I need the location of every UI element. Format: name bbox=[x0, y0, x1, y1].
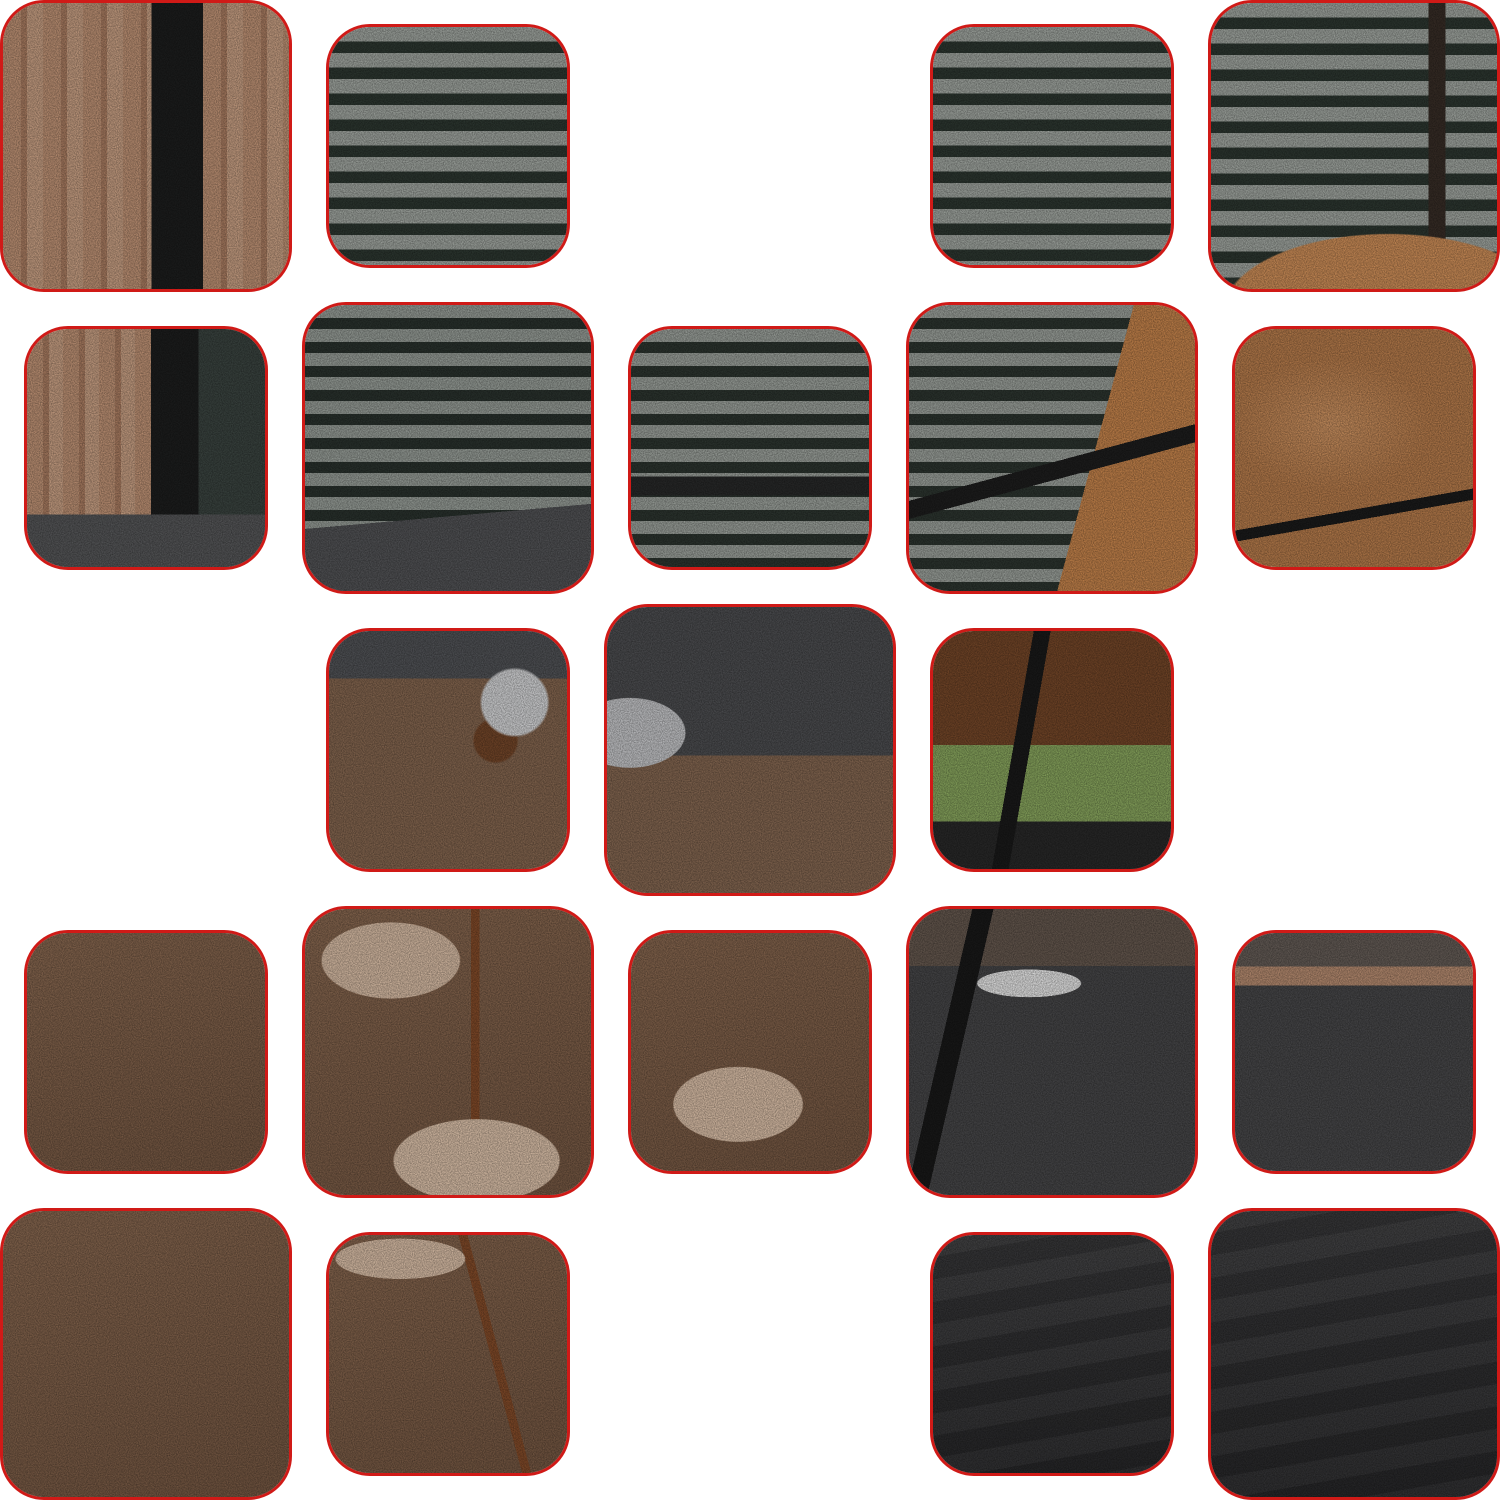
tile-image-tan-chair-cushion bbox=[1235, 329, 1473, 567]
puzzle-tile[interactable] bbox=[0, 0, 292, 292]
puzzle-tile[interactable] bbox=[930, 1232, 1174, 1476]
tile-image-brown-fabric bbox=[3, 1211, 289, 1497]
puzzle-tile[interactable] bbox=[1232, 326, 1476, 570]
puzzle-tile[interactable] bbox=[604, 604, 896, 896]
tile-image-blinds-and-table-edge bbox=[631, 329, 869, 567]
puzzle-tile[interactable] bbox=[0, 1208, 292, 1500]
puzzle-tile[interactable] bbox=[906, 302, 1198, 594]
tile-image-floor-and-shelf bbox=[1235, 933, 1473, 1171]
puzzle-tile[interactable] bbox=[906, 906, 1198, 1198]
puzzle-tile[interactable] bbox=[1208, 1208, 1500, 1500]
puzzle-tile[interactable] bbox=[302, 302, 594, 594]
tile-image-wood-slats-and-window bbox=[3, 3, 289, 289]
tile-image-blinds-and-tan-chair bbox=[1211, 3, 1497, 289]
tile-image-cotton-embroidery-branch bbox=[305, 909, 591, 1195]
tile-image-cotton-embroidery-stem bbox=[329, 1235, 567, 1473]
tile-image-blinds-and-chair-armrest bbox=[909, 305, 1195, 591]
tile-image-wood-slats-and-sofa-edge bbox=[27, 329, 265, 567]
puzzle-tile[interactable] bbox=[628, 326, 872, 570]
puzzle-tile[interactable] bbox=[24, 930, 268, 1174]
tile-image-grey-rug bbox=[1211, 1211, 1497, 1497]
tile-image-chair-leg-and-window bbox=[933, 631, 1171, 869]
puzzle-tile[interactable] bbox=[1232, 930, 1476, 1174]
tile-image-cotton-embroidery-top bbox=[329, 631, 567, 869]
puzzle-tile[interactable] bbox=[326, 24, 570, 268]
tile-image-chair-leg-on-floor bbox=[909, 909, 1195, 1195]
tile-image-cotton-embroidery-bloom bbox=[631, 933, 869, 1171]
puzzle-tile[interactable] bbox=[930, 24, 1174, 268]
puzzle-tile[interactable] bbox=[1208, 0, 1500, 292]
tile-image-window-blinds bbox=[329, 27, 567, 265]
tile-image-window-blinds bbox=[933, 27, 1171, 265]
tile-image-sofa-arm-and-cushion bbox=[607, 607, 893, 893]
puzzle-tile[interactable] bbox=[930, 628, 1174, 872]
puzzle-tile[interactable] bbox=[326, 1232, 570, 1476]
tile-image-brown-fabric bbox=[27, 933, 265, 1171]
puzzle-tile[interactable] bbox=[326, 628, 570, 872]
puzzle-tile[interactable] bbox=[302, 906, 594, 1198]
puzzle-tile[interactable] bbox=[628, 930, 872, 1174]
tile-image-grey-rug bbox=[933, 1235, 1171, 1473]
puzzle-tile[interactable] bbox=[24, 326, 268, 570]
tile-image-blinds-and-sofa-top bbox=[305, 305, 591, 591]
